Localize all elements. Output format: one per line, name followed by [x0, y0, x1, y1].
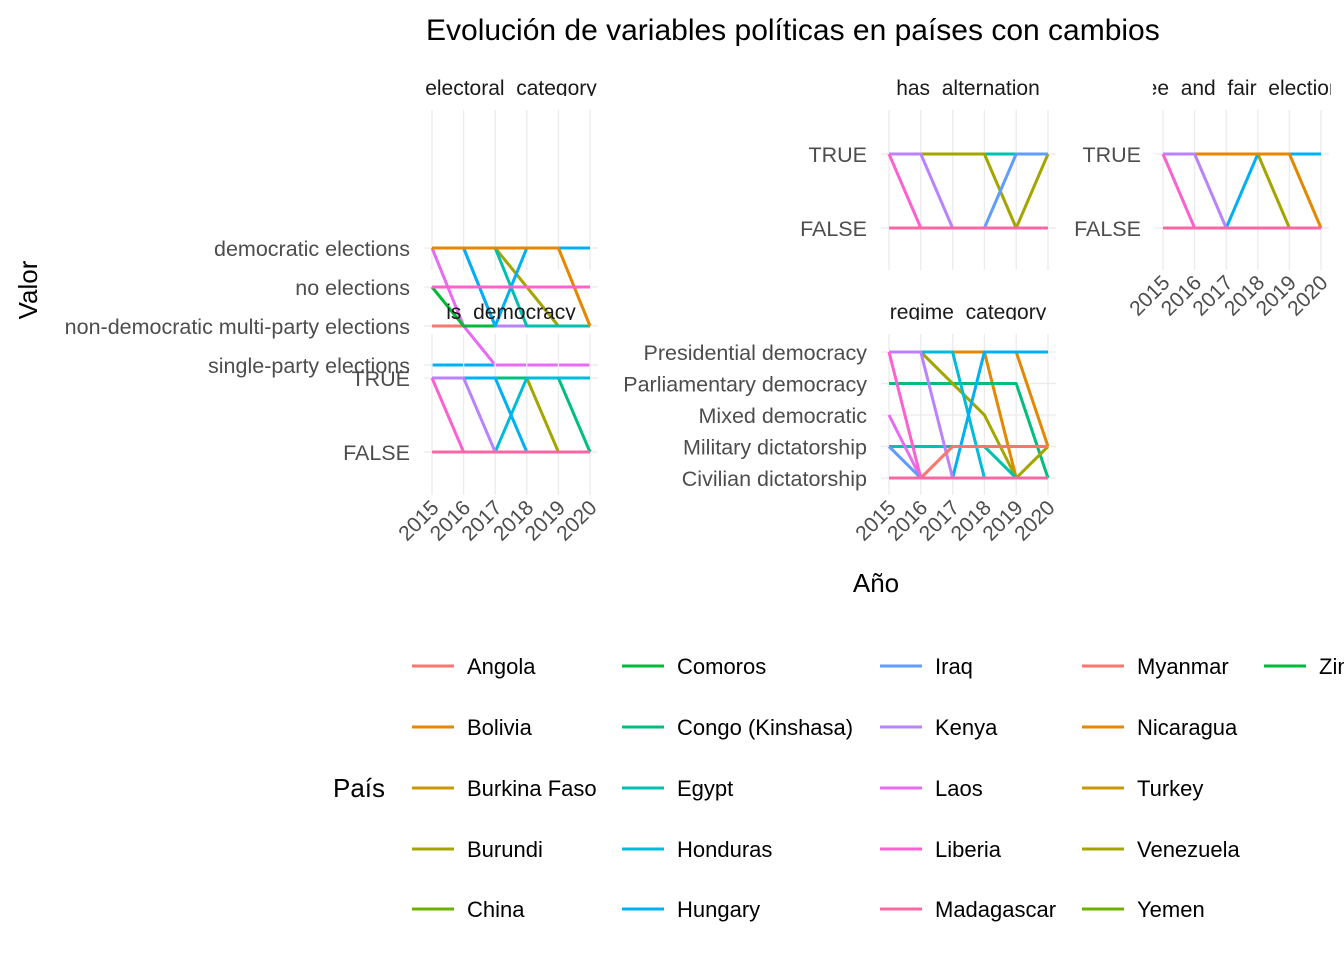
y-tick-label: TRUE — [1082, 143, 1141, 167]
legend-label: Hungary — [677, 897, 760, 922]
y-tick-label: Mixed democratic — [699, 404, 868, 428]
facet-strip-title: electoral_category — [425, 77, 597, 100]
y-tick-label: TRUE — [351, 367, 410, 391]
series-line — [430, 247, 590, 367]
legend-item: Yemen — [1082, 897, 1205, 922]
legend-item: Kenya — [880, 715, 998, 740]
y-tick-label: non-democratic multi-party elections — [65, 315, 410, 339]
legend-label: Burkina Faso — [467, 776, 597, 801]
legend-item: Congo (Kinshasa) — [622, 715, 853, 740]
legend-item: Venezuela — [1082, 837, 1241, 862]
facet-strip-title: has_alternation — [896, 77, 1040, 100]
legend-item: Burundi — [412, 837, 543, 862]
legend-label: Kenya — [935, 715, 998, 740]
legend-label: Comoros — [677, 654, 766, 679]
legend-label: Laos — [935, 776, 983, 801]
facet-strip-title: is_democracy — [446, 301, 576, 324]
series-line — [889, 152, 1048, 230]
legend-label: Turkey — [1137, 776, 1203, 801]
legend-label: Bolivia — [467, 715, 533, 740]
y-tick-label: single-party elections — [208, 354, 410, 378]
series-line — [889, 152, 1048, 230]
legend-label: Iraq — [935, 654, 973, 679]
legend-item: Hungary — [622, 897, 760, 922]
facet-panel-free-and-fair-elections: free_and_fair_electionsFALSETRUE20152016… — [1074, 77, 1344, 321]
series-line — [889, 152, 1050, 230]
legend-item: Laos — [880, 776, 983, 801]
legend-label: Angola — [467, 654, 536, 679]
legend-item: Comoros — [622, 654, 766, 679]
y-tick-label: TRUE — [808, 143, 867, 167]
y-tick-label: Military dictatorship — [683, 436, 867, 460]
series-line — [432, 376, 590, 454]
legend-label: Egypt — [677, 776, 733, 801]
legend-item: China — [412, 897, 525, 922]
legend-item: Angola — [412, 654, 536, 679]
facet-strip-title: regime_category — [890, 301, 1047, 324]
legend-title: País — [333, 773, 385, 803]
y-tick-label: no elections — [295, 276, 410, 300]
legend-label: Madagascar — [935, 897, 1056, 922]
y-tick-label: FALSE — [343, 441, 410, 465]
y-tick-label: Parliamentary democracy — [623, 373, 867, 397]
legend-item: Liberia — [880, 837, 1002, 862]
y-tick-label: Civilian dictatorship — [682, 467, 867, 491]
legend-label: Liberia — [935, 837, 1002, 862]
legend-item: Honduras — [622, 837, 772, 862]
facet-panel-has-alternation: has_alternation FALSE TRUE — [800, 77, 1056, 270]
series-line — [1163, 152, 1321, 230]
chart-title: Evolución de variables políticas en país… — [426, 14, 1160, 47]
facet-panel-regime-category: regime_category Civilian dictatorship Mili… — [623, 301, 1059, 546]
legend-item: Nicaragua — [1082, 715, 1238, 740]
y-tick-label: FALSE — [1074, 217, 1141, 241]
legend-label: China — [467, 897, 525, 922]
series-line — [432, 246, 592, 327]
facet-panel-electoral-category: electoral_category democratic elections no… — [65, 77, 598, 378]
facet-panels: electoral_category democratic elections no… — [65, 77, 1344, 546]
legend-label: Nicaragua — [1137, 715, 1238, 740]
y-tick-label: FALSE — [800, 217, 867, 241]
legend-item: Burkina Faso — [412, 776, 597, 801]
legend-label: Congo (Kinshasa) — [677, 715, 853, 740]
legend-label: Burundi — [467, 837, 543, 862]
legend: Angola Bolivia Burkina Faso Burundi China Com… — [412, 654, 1344, 922]
legend-item: Egypt — [622, 776, 733, 801]
legend-label: Yemen — [1137, 897, 1205, 922]
legend-label: Zimbabwe — [1319, 654, 1344, 679]
legend-label: Myanmar — [1137, 654, 1229, 679]
series-line — [887, 153, 1048, 230]
y-tick-label: democratic elections — [214, 237, 410, 261]
legend-label: Honduras — [677, 837, 772, 862]
legend-item: Zimbabwe — [1264, 654, 1344, 679]
x-axis-label: Año — [853, 568, 899, 598]
legend-item: Myanmar — [1082, 654, 1229, 679]
series-line — [889, 382, 1050, 479]
facet-strip-title: free_and_fair_elections — [1133, 77, 1344, 100]
y-axis-label: Valor — [13, 260, 43, 319]
legend-item: Iraq — [880, 654, 973, 679]
legend-item: Turkey — [1082, 776, 1203, 801]
legend-item: Bolivia — [412, 715, 533, 740]
legend-label: Venezuela — [1137, 837, 1241, 862]
legend-item: Madagascar — [880, 897, 1056, 922]
y-tick-label: Presidential democracy — [644, 341, 868, 365]
